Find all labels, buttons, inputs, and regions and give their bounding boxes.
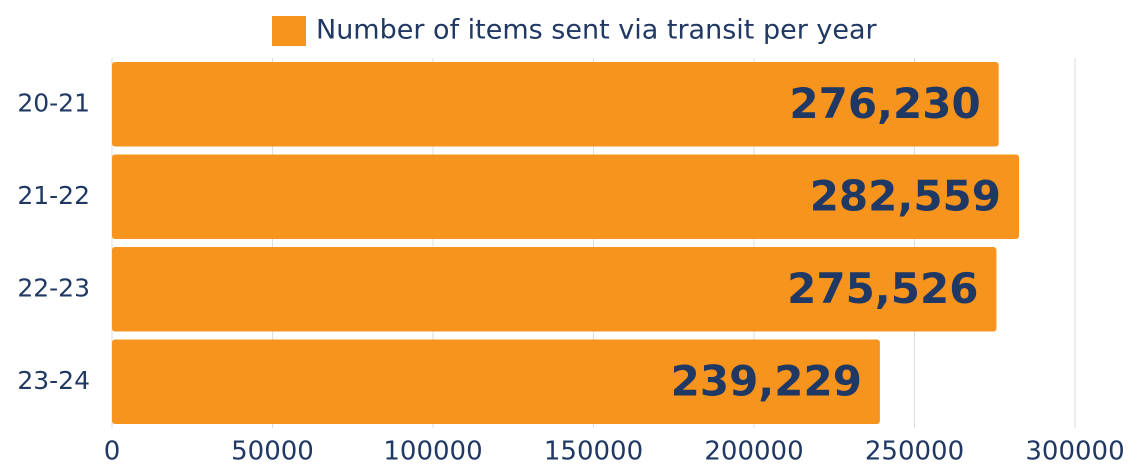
- x-tick-label: 50000: [231, 437, 314, 467]
- x-tick-label: 250000: [865, 437, 964, 467]
- x-tick-label: 100000: [383, 437, 482, 467]
- y-tick-label: 21-22: [17, 181, 90, 210]
- value-label: 282,559: [810, 171, 1001, 220]
- legend-label: Number of items sent via transit per yea…: [316, 15, 878, 46]
- legend-swatch: [272, 16, 306, 46]
- value-label: 275,526: [787, 264, 978, 313]
- x-tick-label: 300000: [1025, 437, 1124, 467]
- bar: [112, 62, 999, 147]
- y-tick-label: 20-21: [17, 88, 90, 117]
- value-label: 239,229: [671, 356, 862, 405]
- bar: [112, 247, 997, 332]
- x-tick-label: 150000: [544, 437, 643, 467]
- y-tick-label: 23-24: [17, 366, 90, 395]
- y-tick-label: 22-23: [17, 273, 90, 302]
- bar: [112, 339, 880, 424]
- bar: [112, 154, 1020, 239]
- x-tick-label: 0: [104, 437, 121, 467]
- x-tick-label: 200000: [704, 437, 803, 467]
- value-label: 276,230: [789, 79, 980, 128]
